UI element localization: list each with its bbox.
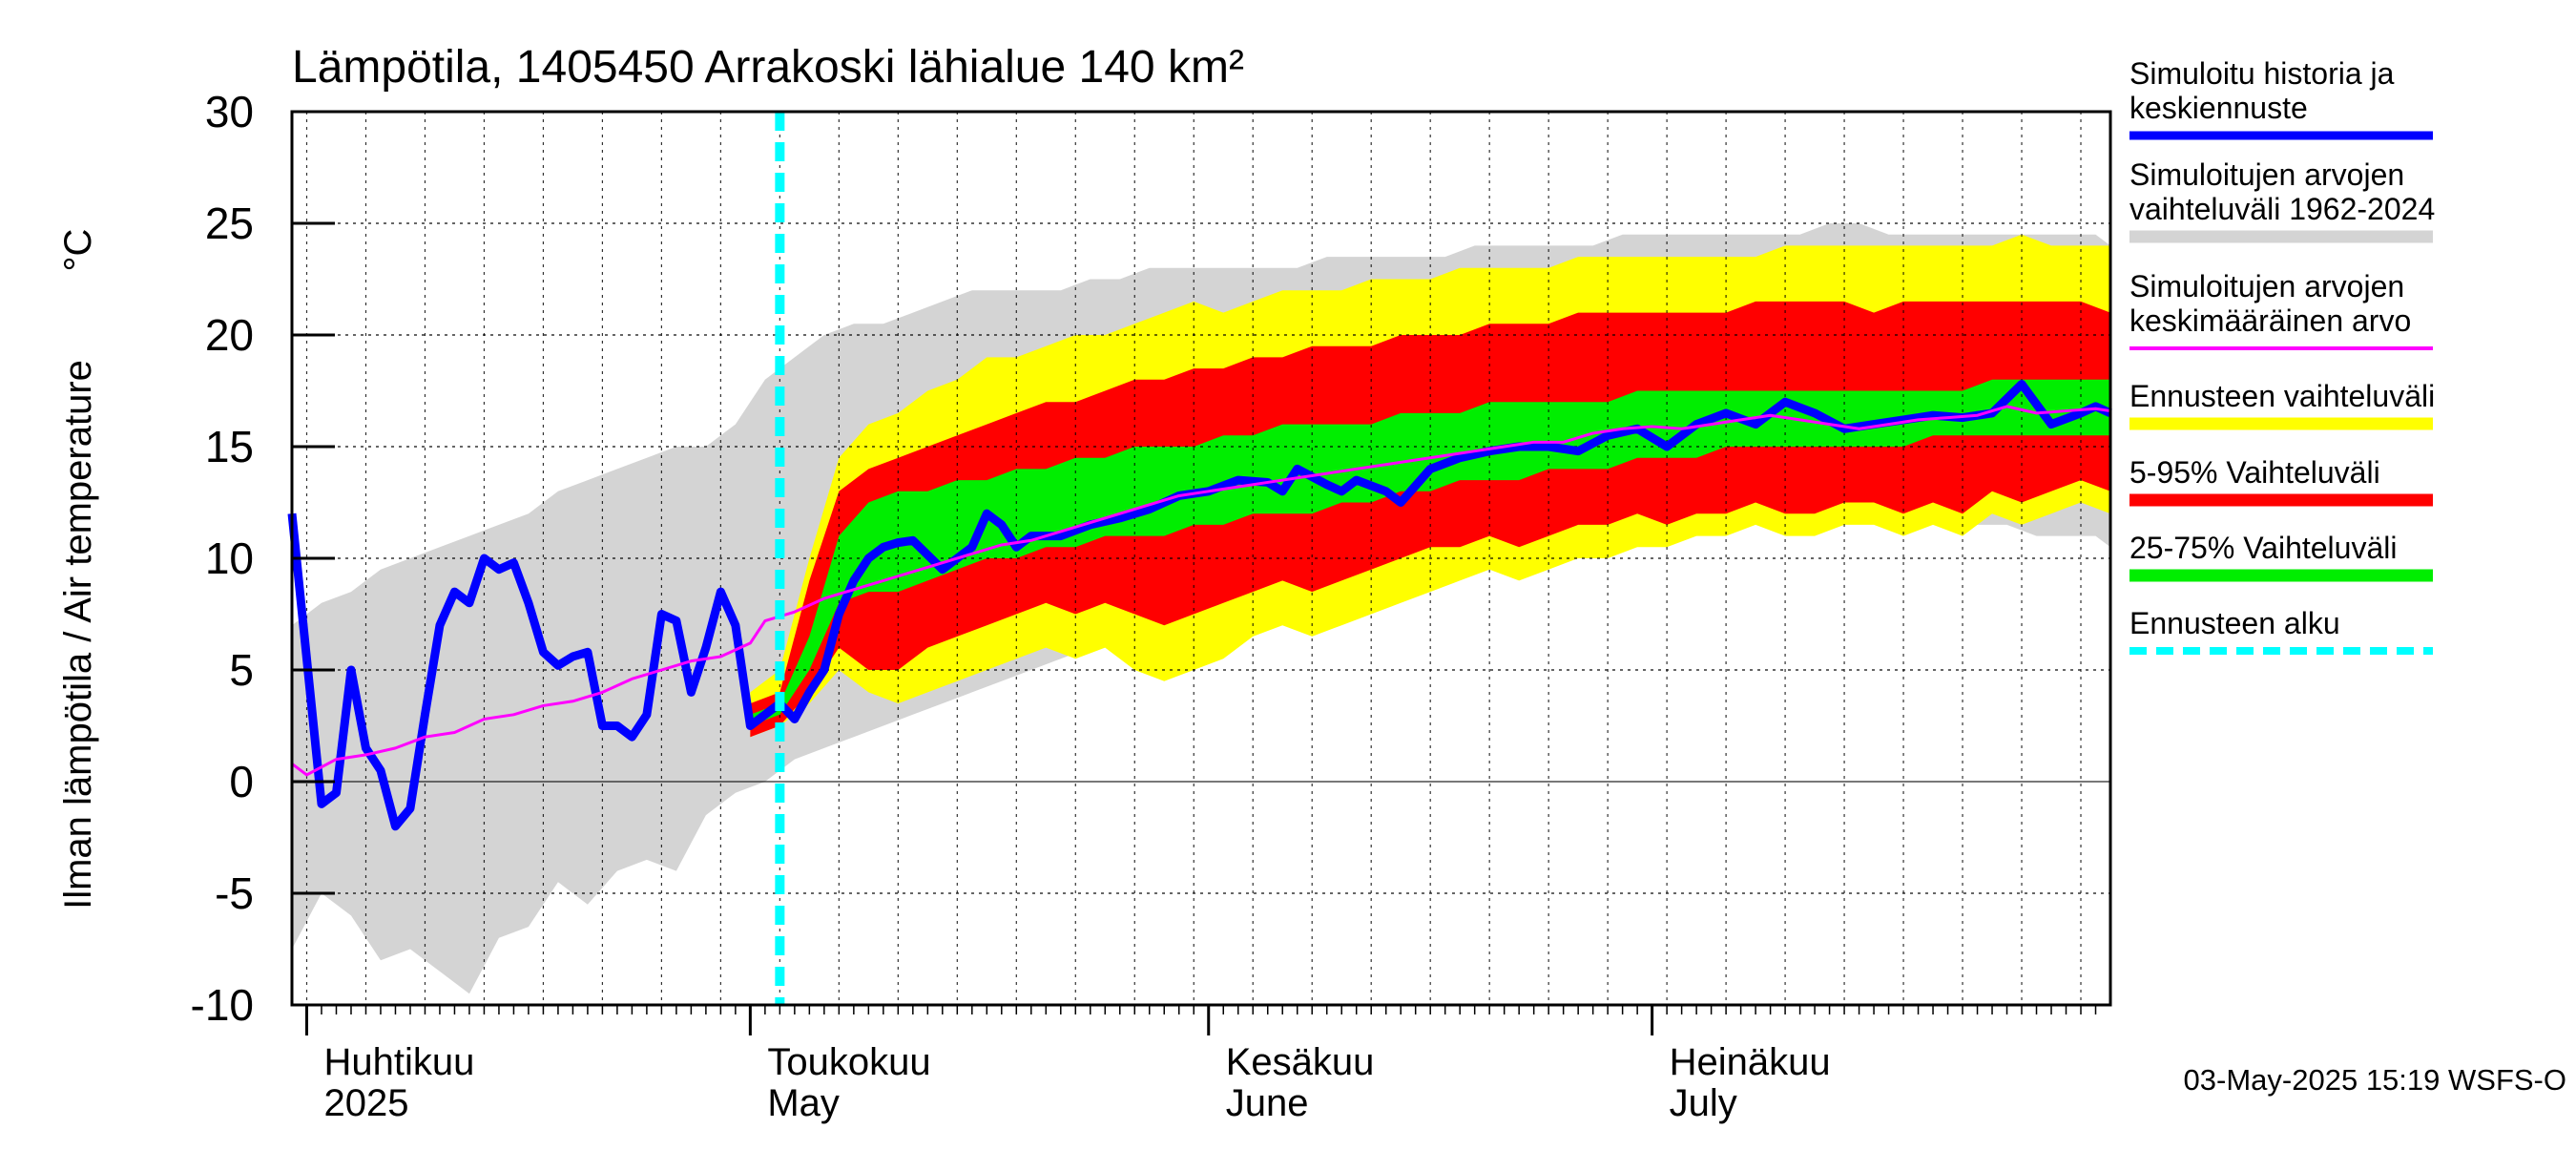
y-axis-unit: °C	[57, 229, 99, 272]
legend-label-line: Simuloitu historia ja	[2129, 56, 2395, 91]
y-tick-labels: 30 25 20 15 10 5 0 -5 -10	[191, 87, 254, 1030]
line-layer	[287, 112, 2112, 1005]
x-tick-label-en: May	[767, 1082, 840, 1124]
legend-label-mean: Simuloitujen arvojen keskimääräinen arvo	[2129, 269, 2411, 338]
band-p25_75	[750, 379, 2110, 726]
legend-label-p25_75: 25-75% Vaihteluväli	[2129, 531, 2397, 565]
legend-label-p5_95: 5-95% Vaihteluväli	[2129, 455, 2380, 490]
y-axis-label: Ilman lämpötila / Air temperature	[57, 360, 99, 910]
axes-layer	[290, 110, 2112, 1035]
grid-layer	[292, 112, 2110, 1005]
legend-label-line: vaihteluväli 1962-2024	[2129, 192, 2435, 226]
y-tick-label: -5	[215, 868, 254, 918]
legend-label-simulated: Simuloitu historia ja keskiennuste	[2129, 56, 2395, 125]
legend-label-forecast_range: Ennusteen vaihteluväli	[2129, 379, 2435, 413]
x-tick-label-fi: Huhtikuu	[323, 1041, 474, 1083]
x-tick-label-en: 2025	[323, 1082, 408, 1124]
x-tick-label-en: June	[1226, 1082, 1309, 1124]
y-tick-label: 0	[229, 757, 254, 806]
band-layer	[292, 223, 2110, 994]
y-tick-label: 15	[205, 422, 254, 471]
series-mean	[291, 405, 2111, 777]
y-tick-label: 30	[205, 87, 254, 136]
x-tick-label-fi: Kesäkuu	[1226, 1041, 1375, 1083]
footer-timestamp: 03-May-2025 15:19 WSFS-O	[2184, 1063, 2566, 1097]
chart-title: Lämpötila, 1405450 Arrakoski lähialue 14…	[292, 42, 1244, 93]
legend-label-line: Simuloitujen arvojen	[2129, 157, 2404, 192]
legend-label-line: Ennusteen alku	[2129, 606, 2340, 640]
x-tick-label-fi: Toukokuu	[767, 1041, 930, 1083]
legend-label-line: keskimääräinen arvo	[2129, 303, 2411, 338]
y-tick-label: 20	[205, 310, 254, 360]
x-tick-label-fi: Heinäkuu	[1670, 1041, 1831, 1083]
legend-label-line: Ennusteen vaihteluväli	[2129, 379, 2435, 413]
y-tick-label: 10	[205, 533, 254, 583]
legend-label-line: keskiennuste	[2129, 91, 2308, 125]
y-tick-label: 25	[205, 199, 254, 248]
legend-label-forecast_start: Ennusteen alku	[2129, 606, 2340, 640]
legend-label-line: 5-95% Vaihteluväli	[2129, 455, 2380, 490]
legend-label-history_band: Simuloitujen arvojen vaihteluväli 1962-20…	[2129, 157, 2435, 226]
series-simulated	[287, 379, 2112, 831]
y-tick-label: 5	[229, 645, 254, 695]
legend: Simuloitu historia ja keskiennusteSimuloi…	[2129, 56, 2435, 655]
y-tick-label: -10	[191, 980, 254, 1030]
x-tick-label-en: July	[1670, 1082, 1737, 1124]
legend-label-line: 25-75% Vaihteluväli	[2129, 531, 2397, 565]
legend-label-line: Simuloitujen arvojen	[2129, 269, 2404, 303]
